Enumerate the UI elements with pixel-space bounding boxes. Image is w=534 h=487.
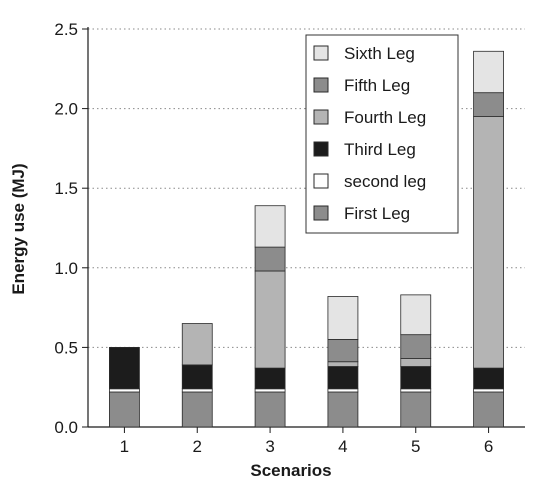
bar-segment — [473, 388, 504, 393]
y-axis-title: Energy use (MJ) — [9, 163, 28, 294]
bar-segment — [473, 367, 504, 390]
bar-segment — [109, 346, 140, 390]
bar-segment — [181, 388, 213, 393]
legend-label: Fifth Leg — [344, 76, 410, 95]
bar-segment — [400, 294, 432, 336]
bar-segment — [327, 296, 359, 340]
bar-segment — [400, 334, 432, 359]
legend-label: Third Leg — [344, 140, 416, 159]
bar-segment — [181, 391, 213, 428]
bar-segment — [109, 388, 140, 393]
legend-swatch — [313, 77, 329, 93]
bar-segment — [400, 391, 432, 428]
y-tick-label: 2.5 — [54, 20, 78, 39]
bar-segment — [254, 367, 286, 390]
bar-segment — [254, 270, 286, 369]
bar-segment — [473, 50, 504, 94]
legend-label: second leg — [344, 172, 426, 191]
x-tick-label: 5 — [411, 437, 420, 456]
bar-segment — [327, 361, 359, 367]
bar-segment — [109, 391, 140, 428]
x-axis-title: Scenarios — [250, 461, 331, 480]
bar-segment — [254, 391, 286, 428]
legend-label: First Leg — [344, 204, 410, 223]
y-tick-label: 0.5 — [54, 338, 78, 357]
bar-segment — [327, 388, 359, 393]
legend-swatch — [313, 205, 329, 221]
bar-segment — [327, 391, 359, 428]
bar-segment — [327, 366, 359, 390]
y-tick-label: 1.0 — [54, 259, 78, 278]
legend-swatch — [313, 141, 329, 157]
x-tick-label: 2 — [193, 437, 202, 456]
legend-swatch — [313, 109, 329, 125]
x-tick-label: 3 — [265, 437, 274, 456]
legend-swatch — [313, 45, 329, 61]
bar-segment — [254, 388, 286, 393]
bar-segment — [473, 391, 504, 428]
y-tick-label: 2.0 — [54, 100, 78, 119]
x-tick-label: 4 — [338, 437, 347, 456]
y-tick-label: 1.5 — [54, 179, 78, 198]
bar-segment — [254, 205, 286, 248]
x-tick-label: 6 — [484, 437, 493, 456]
bar-segment — [254, 246, 286, 272]
x-tick-label: 1 — [120, 437, 129, 456]
bar-segment — [473, 92, 504, 117]
bar-segment — [181, 323, 213, 366]
legend-label: Sixth Leg — [344, 44, 415, 63]
legend-label: Fourth Leg — [344, 108, 426, 127]
bar-segment — [181, 364, 213, 390]
bar-segment — [400, 358, 432, 367]
bar-segment — [400, 366, 432, 390]
bar-segment — [327, 339, 359, 363]
legend-swatch — [313, 173, 329, 189]
legend-box — [305, 34, 459, 234]
y-tick-label: 0.0 — [54, 418, 78, 437]
bar-segment — [400, 388, 432, 393]
bar-segment — [473, 116, 504, 369]
